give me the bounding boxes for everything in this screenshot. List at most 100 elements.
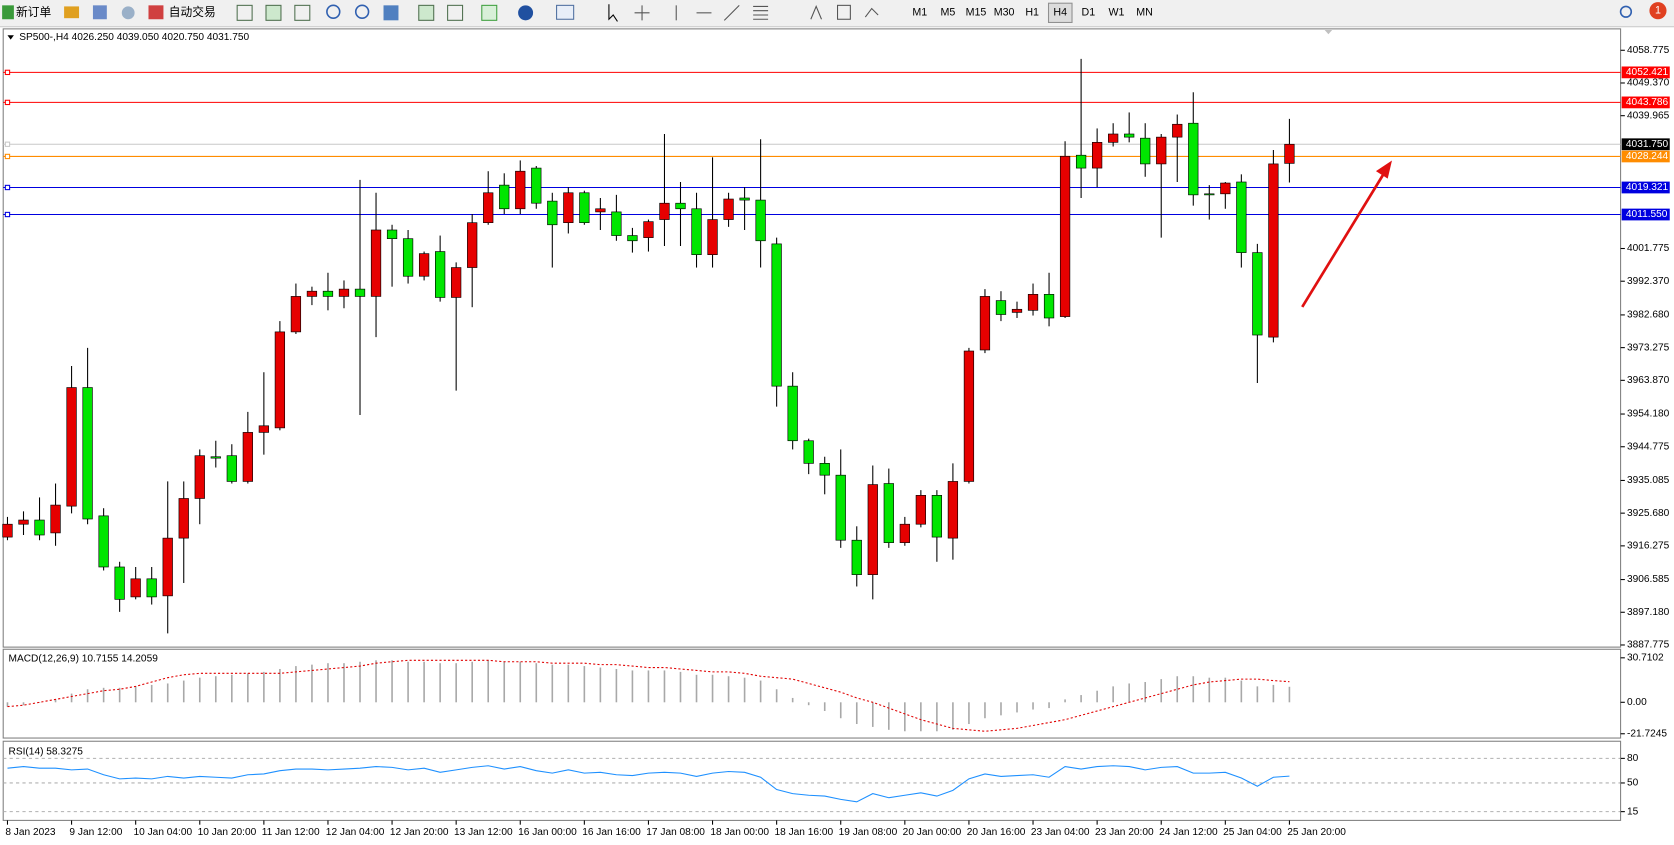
alert-badge[interactable] xyxy=(1649,2,1667,20)
macd-bar xyxy=(70,693,73,703)
macd-bar xyxy=(855,702,858,725)
macd-bar xyxy=(86,689,89,703)
candle-body xyxy=(1268,163,1279,338)
candle-body xyxy=(835,474,846,541)
candle-body xyxy=(418,253,430,277)
candle-body xyxy=(98,515,109,568)
annotation-arrow xyxy=(1301,168,1388,308)
x-tick-label: 20 Jan 16:00 xyxy=(967,827,1026,838)
new-order-icon[interactable] xyxy=(2,5,14,20)
candle-body xyxy=(675,202,686,210)
zoom-out[interactable] xyxy=(354,4,370,19)
toolbar-icon[interactable] xyxy=(518,5,534,21)
toolbar-icon[interactable] xyxy=(556,4,575,20)
toolbar-icon[interactable] xyxy=(294,4,311,21)
timeframe-button[interactable]: M30 xyxy=(994,7,1015,19)
candle-body xyxy=(242,432,253,482)
macd-bar xyxy=(1112,686,1114,703)
candle-body xyxy=(627,235,638,242)
shapes-tool[interactable] xyxy=(864,7,879,18)
macd-bar xyxy=(871,702,874,727)
macd-bar xyxy=(311,664,313,703)
candle-body xyxy=(515,170,526,210)
candle-body xyxy=(435,251,446,298)
toolbar-icon[interactable] xyxy=(265,4,282,21)
candle-body xyxy=(915,495,926,525)
search[interactable] xyxy=(1619,5,1633,18)
candle-body xyxy=(547,200,558,226)
crosshair-tool[interactable] xyxy=(634,5,650,21)
price-level-handle xyxy=(4,69,11,76)
macd-bar xyxy=(391,660,393,703)
timeframe-button[interactable]: D1 xyxy=(1082,7,1096,19)
macd-bar xyxy=(1192,676,1195,703)
toolbar-icon[interactable] xyxy=(447,4,464,21)
macd-bar xyxy=(102,687,105,703)
candle-body xyxy=(210,456,221,459)
candle-body xyxy=(499,184,510,210)
y-tick-label: 4001.775 xyxy=(1627,243,1670,254)
trendline-tool[interactable] xyxy=(723,4,740,21)
toolbar-buttons: 新订单 自动交易 1 xyxy=(2,2,1667,22)
toolbar-icon[interactable] xyxy=(92,5,107,20)
macd-bar xyxy=(567,664,570,703)
macd-bar xyxy=(711,674,714,703)
macd-bar xyxy=(888,702,890,730)
macd-bar xyxy=(1096,690,1098,703)
text-tool[interactable] xyxy=(810,5,823,20)
label-tool[interactable] xyxy=(837,4,851,20)
x-tick-label: 25 Jan 04:00 xyxy=(1223,827,1282,838)
macd-bar xyxy=(471,661,473,703)
macd-bar xyxy=(22,702,25,706)
x-tick-label: 12 Jan 04:00 xyxy=(326,827,385,838)
y-tick-label: 3944.775 xyxy=(1627,441,1670,452)
macd-bar xyxy=(182,680,185,703)
rsi-title: RSI(14) 58.3275 xyxy=(9,747,84,758)
candle-body xyxy=(483,192,494,224)
timeframe-button[interactable]: W1 xyxy=(1108,7,1124,19)
candle-body xyxy=(1220,182,1231,195)
timeframe-button[interactable]: H4 xyxy=(1053,7,1067,19)
macd-bar xyxy=(952,702,954,730)
y-tick-label: 3963.870 xyxy=(1627,375,1670,386)
toolbar-icon[interactable] xyxy=(236,4,253,21)
timeframe-button[interactable]: M1 xyxy=(912,7,927,19)
timeframe-button[interactable]: M15 xyxy=(966,7,987,19)
toolbar-icon[interactable] xyxy=(481,4,498,21)
candle-body xyxy=(50,504,61,534)
chart-title: SP500-,H4 4026.250 4039.050 4020.750 403… xyxy=(19,32,249,43)
toolbar-icon[interactable] xyxy=(64,6,80,19)
timeframe-button[interactable]: M5 xyxy=(940,7,955,19)
y-tick-label: 3906.585 xyxy=(1627,574,1670,585)
toolbar-icon[interactable] xyxy=(418,4,435,21)
auto-trade[interactable]: 自动交易 xyxy=(169,5,216,19)
x-tick-label: 16 Jan 16:00 xyxy=(582,827,641,838)
candle-body xyxy=(531,167,542,204)
active-timeframe xyxy=(1047,2,1073,23)
cursor-tool[interactable] xyxy=(608,4,618,22)
candle-body xyxy=(194,455,205,499)
candle-body xyxy=(851,539,862,575)
new-order[interactable]: 新订单 xyxy=(16,5,51,19)
x-tick-label: 19 Jan 08:00 xyxy=(839,827,898,838)
y-tick-label: 3982.680 xyxy=(1627,310,1670,321)
macd-bar xyxy=(1176,676,1179,703)
macd-bar xyxy=(375,660,377,703)
candle-body xyxy=(963,350,975,482)
candle-body xyxy=(178,498,189,539)
auto-trade-icon[interactable] xyxy=(148,5,164,20)
macd-bar xyxy=(134,686,137,703)
fibo-tool[interactable] xyxy=(753,5,769,20)
macd-bar xyxy=(1016,702,1018,713)
candle-body xyxy=(130,578,141,598)
macd-bar xyxy=(54,699,57,703)
timeframe-button[interactable]: MN xyxy=(1136,7,1153,19)
candle-body xyxy=(1075,154,1087,169)
candle-body xyxy=(931,495,943,538)
timeframe-button[interactable]: H1 xyxy=(1025,7,1039,19)
zoom-in[interactable] xyxy=(326,4,341,19)
toolbar-icon[interactable] xyxy=(383,5,399,21)
macd-bar xyxy=(247,673,249,703)
toolbar-icon[interactable] xyxy=(121,6,135,20)
x-tick-label: 18 Jan 16:00 xyxy=(775,827,834,838)
